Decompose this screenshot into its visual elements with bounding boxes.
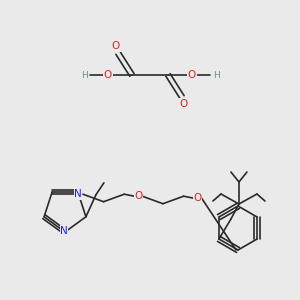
Text: O: O <box>188 70 196 80</box>
Text: O: O <box>134 191 142 201</box>
Text: O: O <box>112 41 120 51</box>
Text: H: H <box>81 70 87 80</box>
Text: O: O <box>194 193 202 203</box>
Text: N: N <box>60 226 68 236</box>
Text: H: H <box>213 70 219 80</box>
Text: N: N <box>74 189 82 199</box>
Text: O: O <box>180 99 188 109</box>
Text: O: O <box>104 70 112 80</box>
